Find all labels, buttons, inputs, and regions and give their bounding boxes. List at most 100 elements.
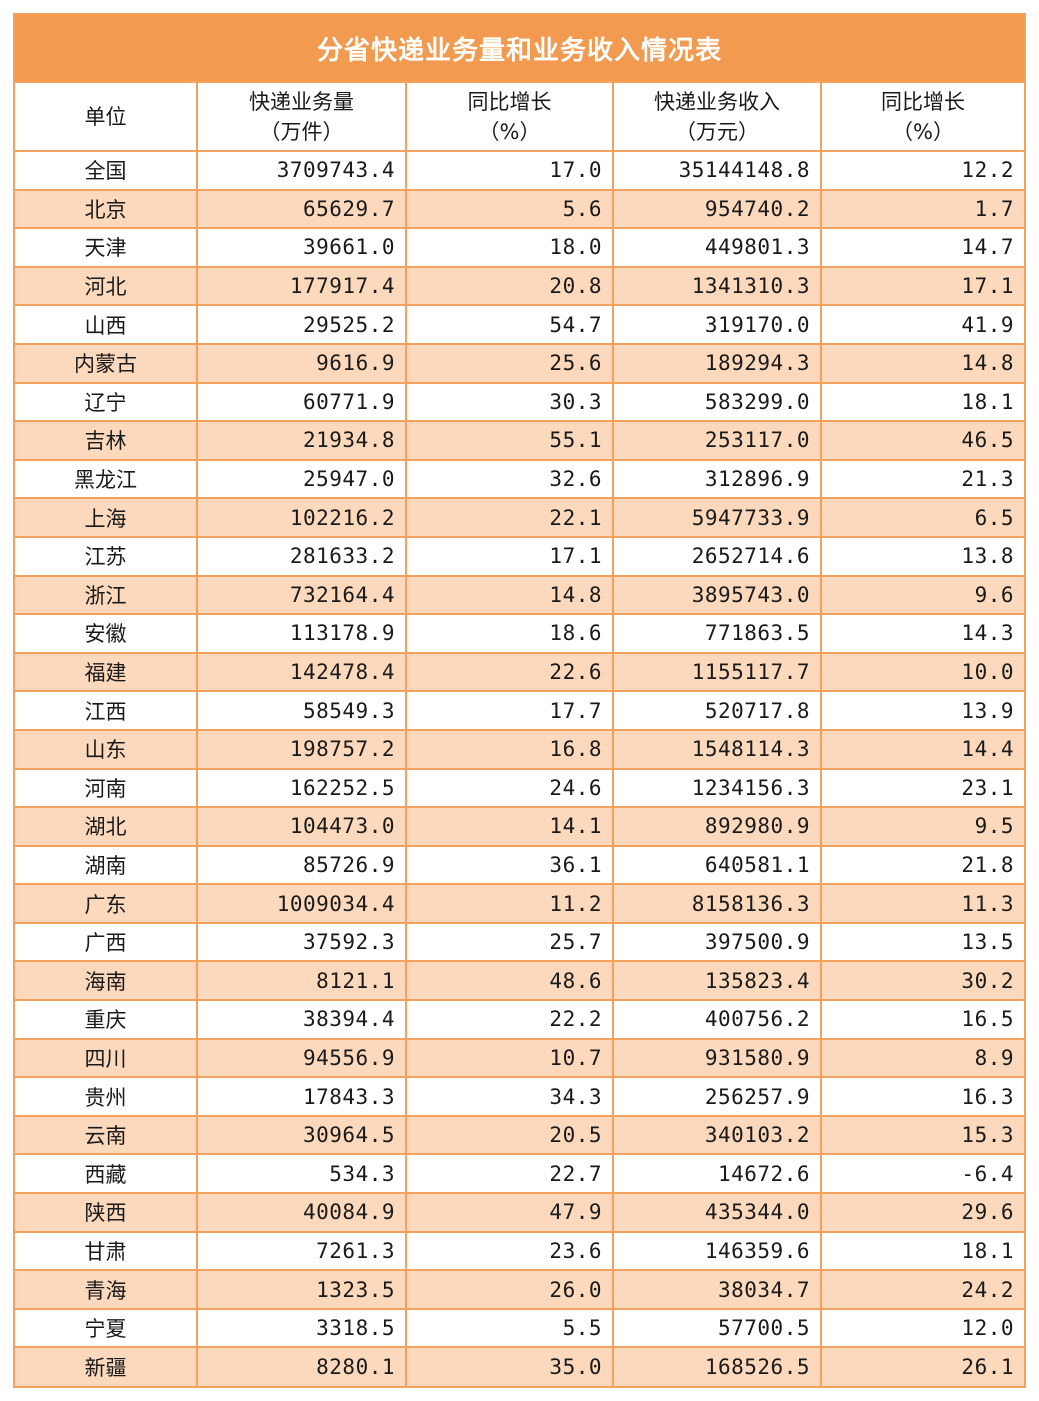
volume-growth-cell: 16.8 xyxy=(405,728,614,770)
volume-growth-cell: 48.6 xyxy=(405,960,614,1002)
province-name-cell: 内蒙古 xyxy=(15,342,198,384)
express-volume-cell: 85726.9 xyxy=(196,844,407,886)
table-body: 全国 3709743.4 17.0 35144148.8 12.2 北京 65629.7 5.… xyxy=(15,150,1024,1386)
volume-growth-cell: 34.3 xyxy=(405,1076,614,1117)
volume-growth-cell: 30.3 xyxy=(405,381,614,423)
express-volume-cell: 17843.3 xyxy=(196,1076,407,1117)
table-row: 广东 1009034.4 11.2 8158136.3 11.3 xyxy=(15,883,1024,924)
revenue-growth-cell: 14.3 xyxy=(820,613,1024,654)
express-revenue-cell: 319170.0 xyxy=(612,304,822,345)
express-revenue-cell: 146359.6 xyxy=(612,1230,822,1272)
province-name-cell: 山东 xyxy=(15,728,198,770)
table-row: 江西 58549.3 17.7 520717.8 13.9 xyxy=(15,690,1024,731)
revenue-growth-cell: 18.1 xyxy=(820,381,1024,423)
express-volume-cell: 8121.1 xyxy=(196,960,407,1002)
province-name-cell: 黑龙江 xyxy=(15,458,198,500)
express-volume-cell: 60771.9 xyxy=(196,381,407,423)
revenue-growth-cell: 21.3 xyxy=(820,458,1024,500)
express-volume-cell: 3318.5 xyxy=(196,1307,407,1349)
volume-growth-cell: 20.8 xyxy=(405,265,614,307)
express-revenue-cell: 135823.4 xyxy=(612,960,822,1002)
volume-growth-cell: 36.1 xyxy=(405,844,614,886)
express-revenue-cell: 256257.9 xyxy=(612,1076,822,1117)
table-row: 湖南 85726.9 36.1 640581.1 21.8 xyxy=(15,844,1024,886)
revenue-growth-cell: 14.4 xyxy=(820,728,1024,770)
express-volume-cell: 39661.0 xyxy=(196,227,407,268)
express-revenue-cell: 520717.8 xyxy=(612,690,822,731)
revenue-growth-cell: 12.2 xyxy=(820,150,1024,191)
table-row: 天津 39661.0 18.0 449801.3 14.7 xyxy=(15,227,1024,268)
express-revenue-cell: 8158136.3 xyxy=(612,883,822,924)
province-name-cell: 海南 xyxy=(15,960,198,1002)
revenue-growth-cell: 13.5 xyxy=(820,921,1024,963)
table-row: 江苏 281633.2 17.1 2652714.6 13.8 xyxy=(15,535,1024,577)
volume-growth-cell: 22.7 xyxy=(405,1153,614,1195)
revenue-growth-cell: 12.0 xyxy=(820,1307,1024,1349)
header-unit-label: 单位 xyxy=(84,104,127,129)
province-name-cell: 安徽 xyxy=(15,613,198,654)
volume-growth-cell: 54.7 xyxy=(405,304,614,345)
revenue-growth-cell: 1.7 xyxy=(820,188,1024,230)
express-volume-cell: 94556.9 xyxy=(196,1037,407,1079)
province-name-cell: 北京 xyxy=(15,188,198,230)
express-revenue-cell: 583299.0 xyxy=(612,381,822,423)
express-volume-cell: 142478.4 xyxy=(196,651,407,693)
table-row: 西藏 534.3 22.7 14672.6 -6.4 xyxy=(15,1153,1024,1195)
express-stats-table: 分省快递业务量和业务收入情况表 单位 快递业务量 （万件） 同比增长 （%） 快递业… xyxy=(13,13,1026,1388)
volume-growth-cell: 20.5 xyxy=(405,1114,614,1156)
express-revenue-cell: 57700.5 xyxy=(612,1307,822,1349)
express-revenue-cell: 1548114.3 xyxy=(612,728,822,770)
volume-growth-cell: 55.1 xyxy=(405,420,614,461)
province-name-cell: 宁夏 xyxy=(15,1307,198,1349)
header-revenue-unit: （万元） xyxy=(675,119,759,144)
table-title: 分省快递业务量和业务收入情况表 xyxy=(15,15,1024,83)
table-row: 陕西 40084.9 47.9 435344.0 29.6 xyxy=(15,1192,1024,1233)
table-row: 甘肃 7261.3 23.6 146359.6 18.1 xyxy=(15,1230,1024,1272)
header-unit: 单位 xyxy=(15,83,198,152)
header-revenue-growth-label: 同比增长 xyxy=(881,89,965,114)
table-row: 安徽 113178.9 18.6 771863.5 14.3 xyxy=(15,613,1024,654)
express-volume-cell: 162252.5 xyxy=(196,767,407,809)
volume-growth-cell: 18.6 xyxy=(405,613,614,654)
table-row: 北京 65629.7 5.6 954740.2 1.7 xyxy=(15,188,1024,230)
table-header: 单位 快递业务量 （万件） 同比增长 （%） 快递业务收入 （万元） 同比增长 （%） xyxy=(15,83,1024,152)
express-volume-cell: 281633.2 xyxy=(196,535,407,577)
volume-growth-cell: 22.2 xyxy=(405,999,614,1040)
province-name-cell: 云南 xyxy=(15,1114,198,1156)
province-name-cell: 上海 xyxy=(15,497,198,538)
express-revenue-cell: 892980.9 xyxy=(612,806,822,847)
table-row: 内蒙古 9616.9 25.6 189294.3 14.8 xyxy=(15,342,1024,384)
revenue-growth-cell: 24.2 xyxy=(820,1269,1024,1310)
revenue-growth-cell: -6.4 xyxy=(820,1153,1024,1195)
header-revenue-growth-unit: （%） xyxy=(892,119,954,144)
table-row: 贵州 17843.3 34.3 256257.9 16.3 xyxy=(15,1076,1024,1117)
volume-growth-cell: 18.0 xyxy=(405,227,614,268)
table-row: 四川 94556.9 10.7 931580.9 8.9 xyxy=(15,1037,1024,1079)
table-row: 福建 142478.4 22.6 1155117.7 10.0 xyxy=(15,651,1024,693)
province-name-cell: 甘肃 xyxy=(15,1230,198,1272)
revenue-growth-cell: 9.5 xyxy=(820,806,1024,847)
province-name-cell: 天津 xyxy=(15,227,198,268)
table-row: 新疆 8280.1 35.0 168526.5 26.1 xyxy=(15,1346,1024,1386)
express-revenue-cell: 1234156.3 xyxy=(612,767,822,809)
express-volume-cell: 9616.9 xyxy=(196,342,407,384)
province-name-cell: 西藏 xyxy=(15,1153,198,1195)
express-revenue-cell: 35144148.8 xyxy=(612,150,822,191)
express-revenue-cell: 312896.9 xyxy=(612,458,822,500)
express-revenue-cell: 168526.5 xyxy=(612,1346,822,1386)
header-row: 单位 快递业务量 （万件） 同比增长 （%） 快递业务收入 （万元） 同比增长 （%） xyxy=(15,83,1024,152)
express-volume-cell: 58549.3 xyxy=(196,690,407,731)
express-volume-cell: 113178.9 xyxy=(196,613,407,654)
express-volume-cell: 198757.2 xyxy=(196,728,407,770)
express-revenue-cell: 400756.2 xyxy=(612,999,822,1040)
table-row: 山西 29525.2 54.7 319170.0 41.9 xyxy=(15,304,1024,345)
province-name-cell: 江苏 xyxy=(15,535,198,577)
table-row: 广西 37592.3 25.7 397500.9 13.5 xyxy=(15,921,1024,963)
table-row: 浙江 732164.4 14.8 3895743.0 9.6 xyxy=(15,574,1024,616)
volume-growth-cell: 32.6 xyxy=(405,458,614,500)
revenue-growth-cell: 23.1 xyxy=(820,767,1024,809)
volume-growth-cell: 35.0 xyxy=(405,1346,614,1386)
table-row: 辽宁 60771.9 30.3 583299.0 18.1 xyxy=(15,381,1024,423)
header-volume-label: 快递业务量 xyxy=(249,89,354,114)
header-volume: 快递业务量 （万件） xyxy=(196,83,407,152)
